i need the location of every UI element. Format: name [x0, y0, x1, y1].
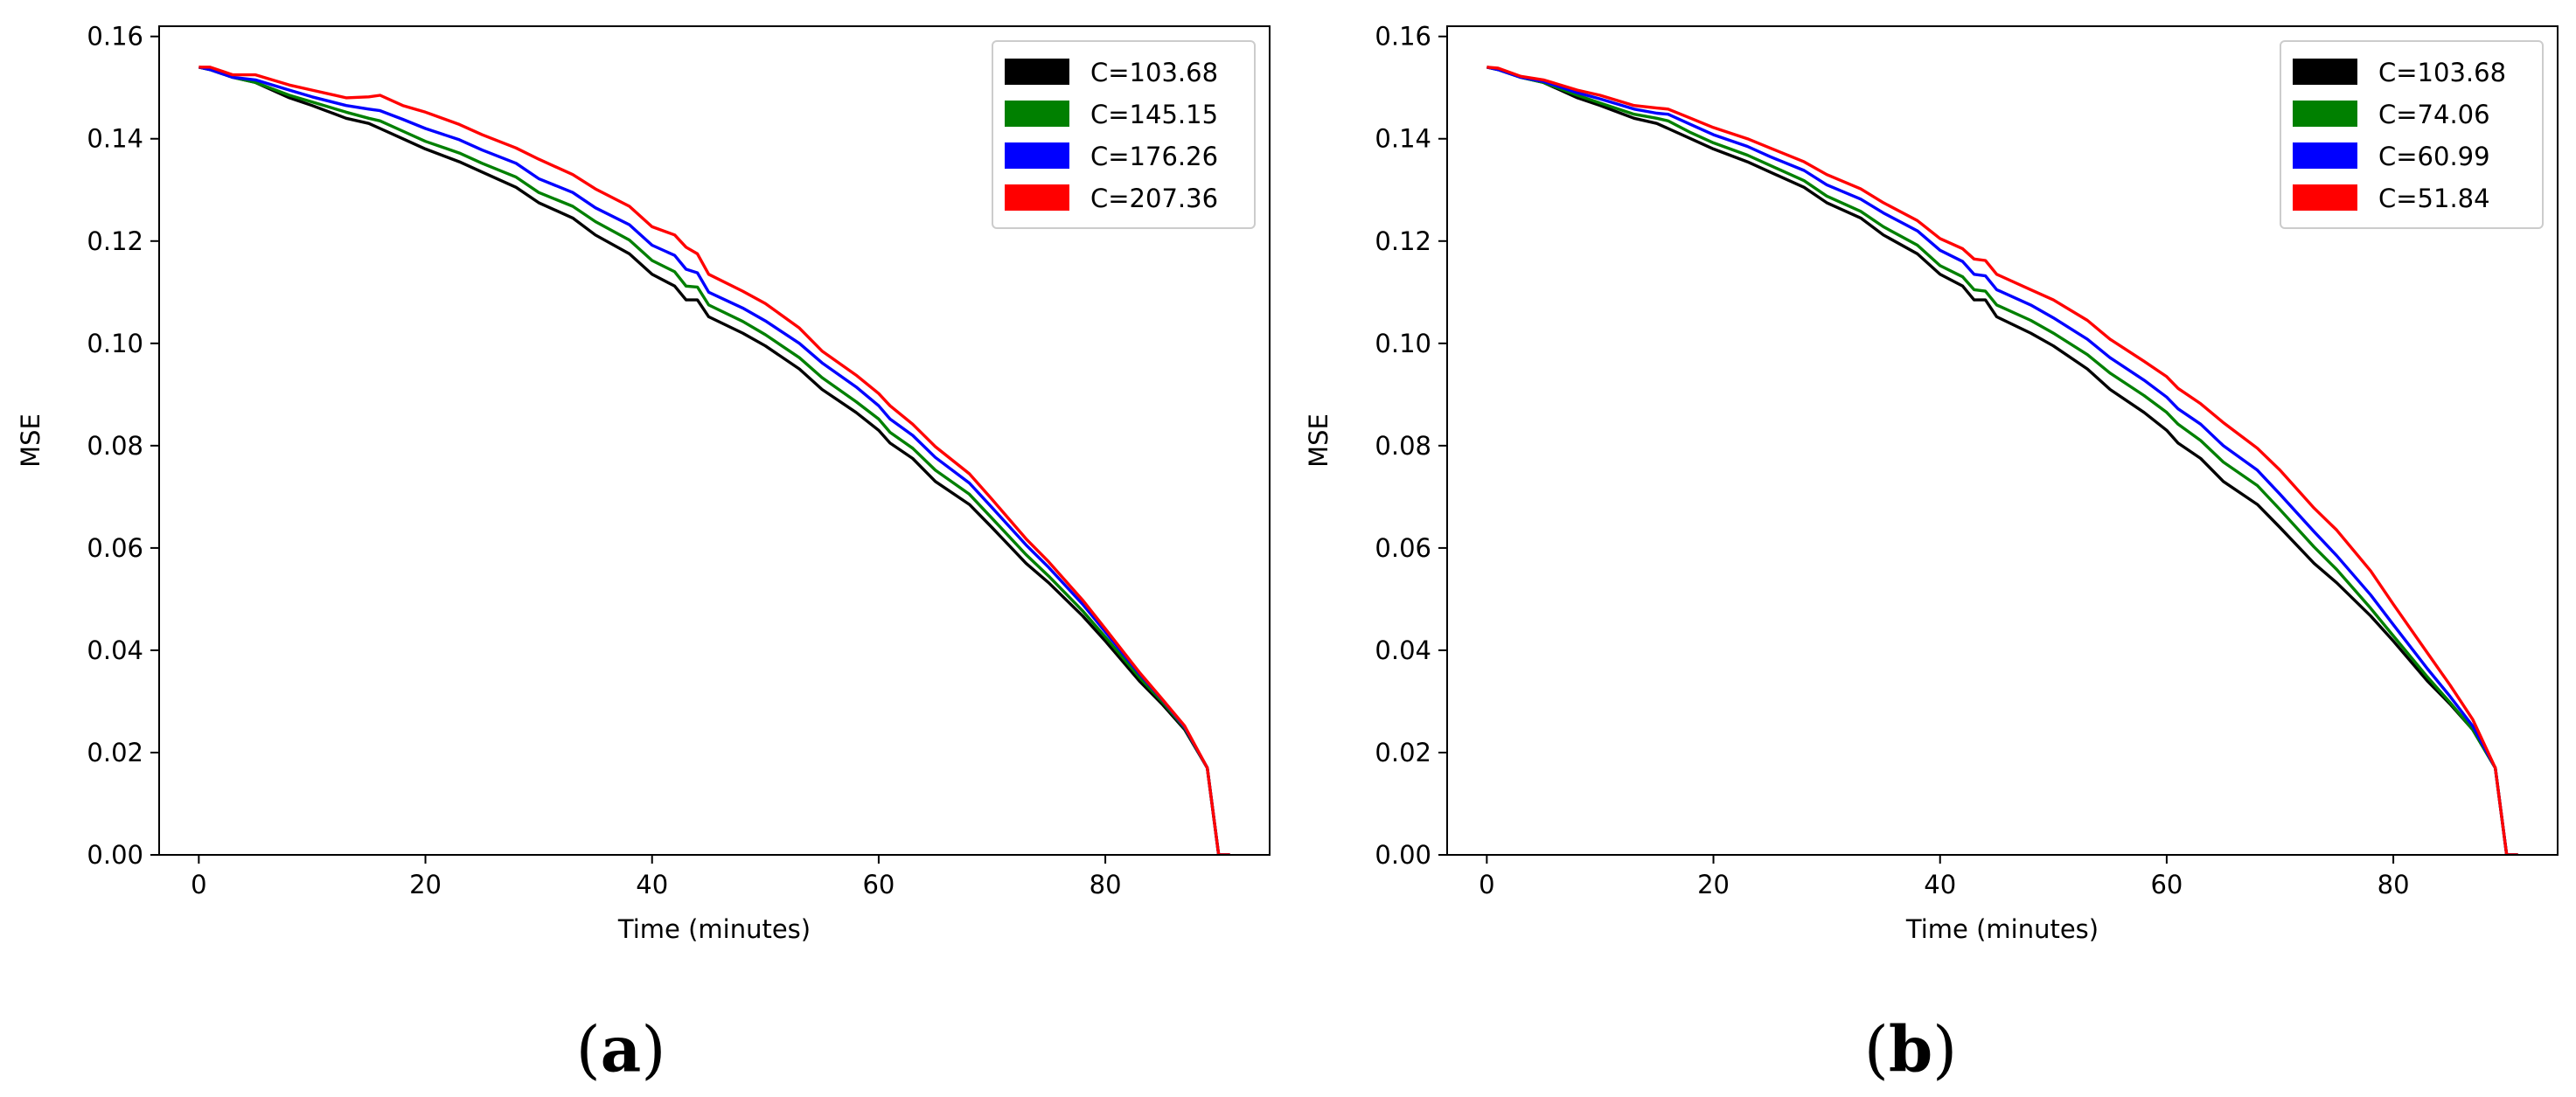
- panel-a-x-tick-label: 80: [1090, 870, 1122, 899]
- panel-b-x-tick-label: 80: [2378, 870, 2410, 899]
- panel-b-x-tick-label: 20: [1697, 870, 1730, 899]
- panel-b-legend-label-4: C=51.84: [2378, 184, 2490, 213]
- panel-b-legend-swatch-1: [2293, 59, 2357, 85]
- panel-b-y-tick-label: 0.14: [1375, 124, 1431, 154]
- panel-a-legend-frame: [992, 40, 1256, 229]
- panel-a-series-2-line: [198, 66, 1230, 855]
- panel-b-series-1-line: [1486, 66, 2518, 855]
- panel-a-series-lines: [198, 66, 1230, 855]
- panel-a-series-4-line: [198, 66, 1230, 855]
- panel-b-y-tick-label: 0.08: [1375, 431, 1431, 461]
- panel-a-caption: (a): [575, 1011, 666, 1087]
- panel-a-legend-label-3: C=176.26: [1090, 142, 1218, 171]
- panel-a-y-tick-label: 0.08: [87, 431, 143, 461]
- panel-b-y-tick-label: 0.04: [1375, 635, 1431, 665]
- panel-a-x-tick-label: 60: [862, 870, 895, 899]
- panel-b-legend-label-3: C=60.99: [2378, 142, 2490, 171]
- panel-a-axes-frame: [158, 25, 1271, 856]
- panel-a-series-1-line: [198, 66, 1230, 855]
- panel-b: 0 20 40 60 80 0.00 0.02 0.04 0.06 0.08 0.10 0.12 0.1…: [1304, 22, 2559, 944]
- panel-a-legend-label-2: C=145.15: [1090, 100, 1218, 129]
- panel-a-y-tick-label: 0.12: [87, 226, 143, 256]
- panel-a-series-3-line: [198, 66, 1230, 855]
- panel-b-series-4-line: [1486, 66, 2518, 855]
- panel-a-y-axis-label: MSE: [16, 413, 45, 468]
- panel-b-x-tick-label: 60: [2150, 870, 2183, 899]
- panel-b-series-2-line: [1486, 66, 2518, 855]
- panel-b-x-tick-label: 40: [1924, 870, 1956, 899]
- panel-a-legend-label-1: C=103.68: [1090, 58, 1218, 87]
- panel-b-x-tick-label: 0: [1479, 870, 1494, 899]
- panel-a-y-tick-label: 0.10: [87, 329, 143, 358]
- panel-b-y-axis-label: MSE: [1304, 413, 1333, 468]
- panel-a-y-tick-label: 0.04: [87, 635, 143, 665]
- panel-a-y-tick-label: 0.00: [87, 840, 143, 870]
- panel-b-y-tick-label: 0.00: [1375, 840, 1431, 870]
- panel-a-y-tick-label: 0.16: [87, 22, 143, 52]
- panel-b-legend-frame: [2280, 40, 2544, 229]
- panel-b-series-lines: [1486, 66, 2518, 855]
- panel-a-legend-swatch-4: [1005, 184, 1069, 211]
- panel-b-series-3-line: [1486, 66, 2518, 855]
- panel-b-legend-label-2: C=74.06: [2378, 100, 2490, 129]
- panel-a-y-tick-label: 0.06: [87, 533, 143, 563]
- panel-b-legend-swatch-3: [2293, 142, 2357, 169]
- panel-a-x-tick-label: 0: [191, 870, 206, 899]
- panel-a-legend-label-4: C=207.36: [1090, 184, 1218, 213]
- panel-b-axes-frame: [1446, 25, 2559, 856]
- panel-a-x-axis-label: Time (minutes): [617, 914, 811, 944]
- panel-b-legend-label-1: C=103.68: [2378, 58, 2506, 87]
- panel-b-y-tick-label: 0.02: [1375, 738, 1431, 767]
- panel-a-legend-swatch-3: [1005, 142, 1069, 169]
- panel-b-y-tick-label: 0.12: [1375, 226, 1431, 256]
- panel-b-x-axis-label: Time (minutes): [1905, 914, 2099, 944]
- panel-a-x-tick-label: 20: [409, 870, 442, 899]
- panel-b-legend-swatch-4: [2293, 184, 2357, 211]
- panel-b-caption: (b): [1863, 1011, 1958, 1087]
- panel-a-legend-swatch-2: [1005, 101, 1069, 127]
- panel-b-caption-letter: b: [1888, 1011, 1933, 1087]
- panel-b-y-tick-label: 0.16: [1375, 22, 1431, 52]
- panel-a-y-tick-label: 0.02: [87, 738, 143, 767]
- panel-b-y-tick-label: 0.06: [1375, 533, 1431, 563]
- panel-a-legend-swatch-1: [1005, 59, 1069, 85]
- panel-a-x-tick-label: 40: [636, 870, 668, 899]
- panel-a: 0 20 40 60 80 0.00 0.02 0.04 0.06 0.08 0.10 0.12 0.1…: [16, 22, 1271, 944]
- panel-b-y-tick-label: 0.10: [1375, 329, 1431, 358]
- panel-b-legend-swatch-2: [2293, 101, 2357, 127]
- panel-a-caption-letter: a: [600, 1011, 642, 1087]
- panel-a-y-tick-label: 0.14: [87, 124, 143, 154]
